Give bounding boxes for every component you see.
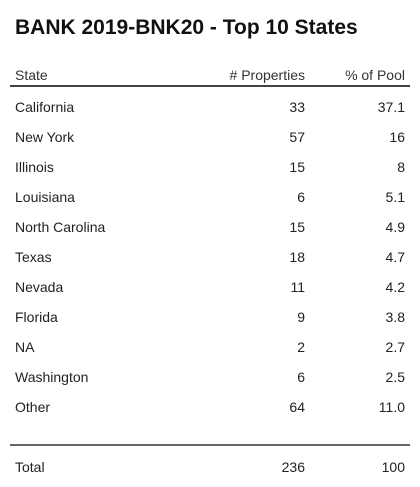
table-row: New York 57 16 [0,122,420,152]
row-percent-of-pool: 4.9 [385,219,405,235]
row-percent-of-pool: 2.7 [385,339,405,355]
chart-title: BANK 2019-BNK20 - Top 10 States [15,16,358,39]
total-row: Total 236 100 [0,452,420,482]
row-percent-of-pool: 4.7 [385,249,405,265]
table-row: Washington 6 2.5 [0,362,420,392]
row-percent-of-pool: 4.2 [385,279,405,295]
column-header-percent-of-pool: % of Pool [345,67,405,83]
row-state: Texas [15,249,52,265]
row-state: Florida [15,309,58,325]
row-state: Louisiana [15,189,75,205]
table-row: Florida 9 3.8 [0,302,420,332]
row-properties: 2 [297,339,305,355]
row-properties: 57 [289,129,305,145]
row-properties: 33 [289,99,305,115]
row-percent-of-pool: 2.5 [385,369,405,385]
row-state: Washington [15,369,89,385]
row-state: NA [15,339,35,355]
table-row: Louisiana 6 5.1 [0,182,420,212]
row-state: Nevada [15,279,64,295]
total-properties: 236 [281,459,305,475]
row-state: Illinois [15,159,54,175]
row-properties: 6 [297,189,305,205]
table-row: Nevada 11 4.2 [0,272,420,302]
row-state: Other [15,399,51,415]
row-percent-of-pool: 8 [397,159,405,175]
total-label: Total [15,459,45,475]
row-properties: 64 [289,399,305,415]
row-state: California [15,99,75,115]
row-percent-of-pool: 11.0 [378,399,405,415]
table-row: Illinois 15 8 [0,152,420,182]
total-percent-of-pool: 100 [381,459,405,475]
total-divider [10,444,410,446]
table-row: NA 2 2.7 [0,332,420,362]
row-percent-of-pool: 5.1 [385,189,405,205]
table-row: Other 64 11.0 [0,392,420,422]
row-properties: 15 [289,159,305,175]
column-header-properties: # Properties [229,67,305,83]
row-percent-of-pool: 16 [389,129,405,145]
header-divider [10,85,410,87]
row-properties: 18 [289,249,305,265]
row-percent-of-pool: 37.1 [377,99,405,115]
row-state: North Carolina [15,219,106,235]
table-row: North Carolina 15 4.9 [0,212,420,242]
row-state: New York [15,129,75,145]
table-row: Texas 18 4.7 [0,242,420,272]
row-properties: 15 [289,219,305,235]
row-properties: 6 [297,369,305,385]
table-row: California 33 37.1 [0,92,420,122]
row-properties: 9 [297,309,305,325]
column-header-state: State [15,67,48,83]
row-percent-of-pool: 3.8 [385,309,405,325]
row-properties: 11 [290,279,305,295]
